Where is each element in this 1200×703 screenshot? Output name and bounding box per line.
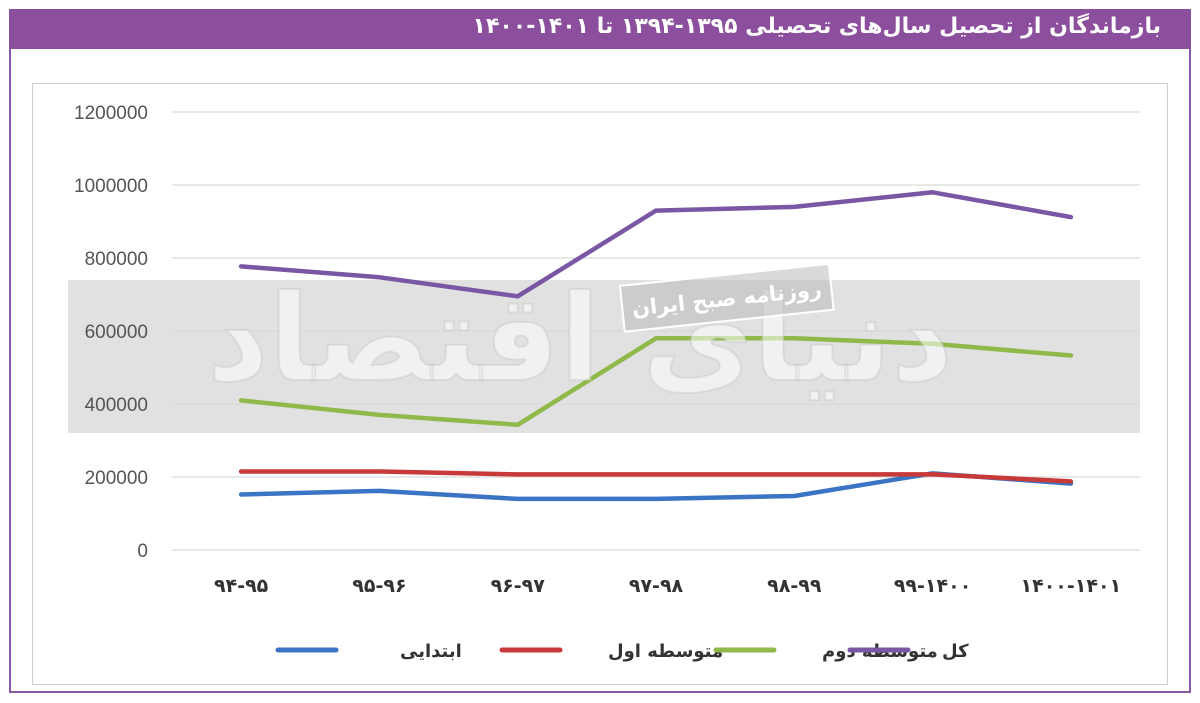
x-tick-label: ۱۴۰۰-۱۴۰۱ (1021, 575, 1122, 597)
x-tick-label: ۹۷-۹۸ (629, 575, 684, 597)
chart-title: بازماندگان از تحصیل سال‌های تحصیلی ۱۳۹۵-… (472, 14, 1161, 39)
legend-label: ابتدایی (400, 641, 462, 662)
y-tick-label: 1200000 (74, 103, 148, 124)
x-tick-label: ۹۹-۱۴۰۰ (894, 575, 971, 597)
watermark-logo: دنیای اقتصاد (207, 270, 953, 409)
title-bar: بازماندگان از تحصیل سال‌های تحصیلی ۱۳۹۵-… (9, 9, 1191, 49)
y-tick-label: 200000 (85, 468, 148, 489)
watermark-band (68, 280, 1140, 433)
watermark-stamp: روزنامه صبح ایران (618, 262, 835, 333)
y-tick-label: 800000 (85, 249, 148, 270)
y-tick-label: 1000000 (74, 176, 148, 197)
legend-label: متوسطه اول (608, 641, 723, 662)
x-tick-label: ۹۶-۹۷ (491, 575, 546, 597)
y-tick-label: 600000 (85, 322, 148, 343)
series-line-3 (238, 190, 1074, 299)
stamp-box (618, 262, 835, 333)
y-axis-ticks: 0 200000 400000 600000 800000 1000000 1200000 (74, 103, 148, 562)
series-lines (238, 190, 1074, 502)
x-tick-label: ۹۴-۹۵ (214, 575, 269, 597)
series-line-1 (238, 469, 1074, 484)
plot-frame (32, 83, 1168, 685)
x-tick-label: ۹۵-۹۶ (352, 575, 406, 597)
y-tick-label: 400000 (85, 395, 148, 416)
y-tick-label: 0 (137, 541, 148, 562)
x-tick-label: ۹۸-۹۹ (767, 575, 822, 597)
x-axis-ticks: ۹۴-۹۵ ۹۵-۹۶ ۹۶-۹۷ ۹۷-۹۸ ۹۸-۹۹ ۹۹-۱۴۰۰ ۱۴۰۰-۱۴۰… (214, 575, 1121, 597)
series-line-2 (238, 336, 1074, 428)
legend-label: کل (942, 641, 969, 662)
